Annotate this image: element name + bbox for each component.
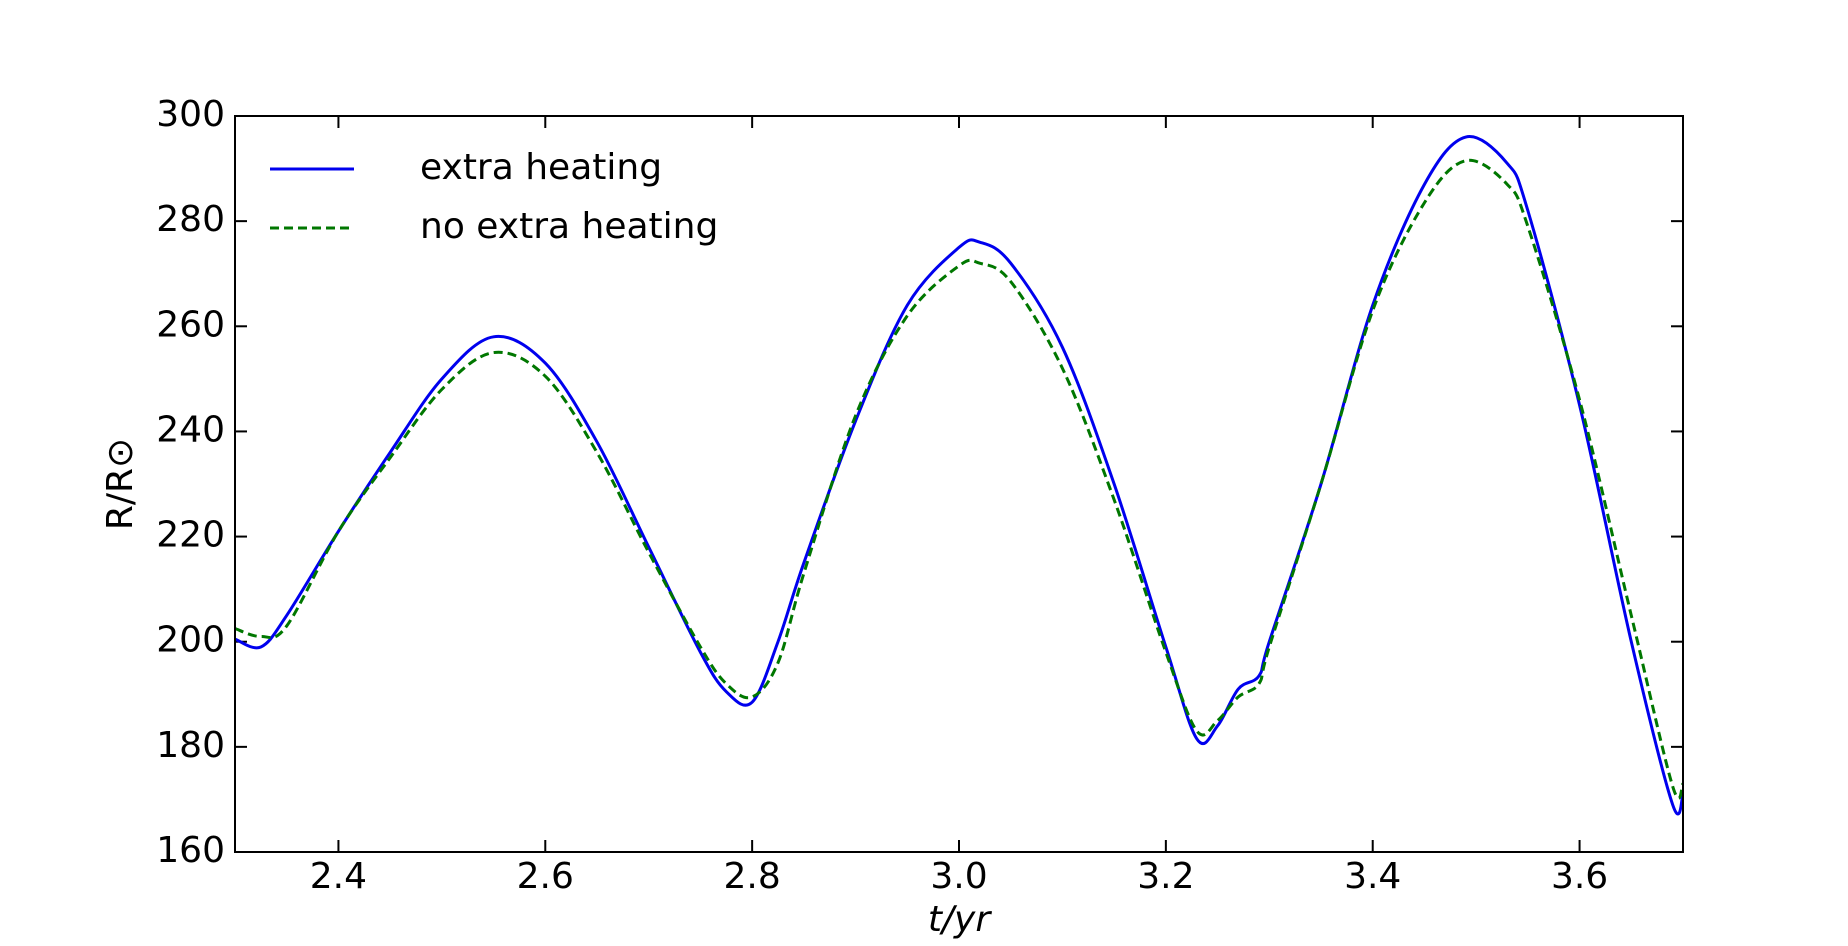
x-tick-label: 2.8 bbox=[724, 856, 781, 897]
y-tick-label: 280 bbox=[156, 199, 225, 240]
y-tick-label: 160 bbox=[156, 830, 225, 871]
legend-label: no extra heating bbox=[420, 206, 718, 247]
x-tick-label: 3.4 bbox=[1344, 856, 1401, 897]
x-tick-label: 2.6 bbox=[517, 856, 574, 897]
y-tick-label: 180 bbox=[156, 725, 225, 766]
line-series bbox=[235, 158, 1683, 800]
plot-frame bbox=[234, 115, 1684, 853]
x-tick-label: 2.4 bbox=[310, 856, 367, 897]
x-tick-label: 3.2 bbox=[1137, 856, 1194, 897]
y-tick-label: 200 bbox=[156, 620, 225, 661]
x-tick-label: 3.0 bbox=[930, 856, 987, 897]
legend-label: extra heating bbox=[420, 147, 662, 188]
y-axis-label: R/R⊙ bbox=[100, 438, 141, 530]
y-tick-label: 300 bbox=[156, 94, 225, 135]
x-axis-label: t/yr bbox=[928, 899, 993, 940]
line-series bbox=[235, 135, 1683, 816]
y-tick-label: 260 bbox=[156, 304, 225, 345]
y-tick-label: 220 bbox=[156, 515, 225, 556]
x-tick-label: 3.6 bbox=[1551, 856, 1608, 897]
y-tick-label: 240 bbox=[156, 409, 225, 450]
